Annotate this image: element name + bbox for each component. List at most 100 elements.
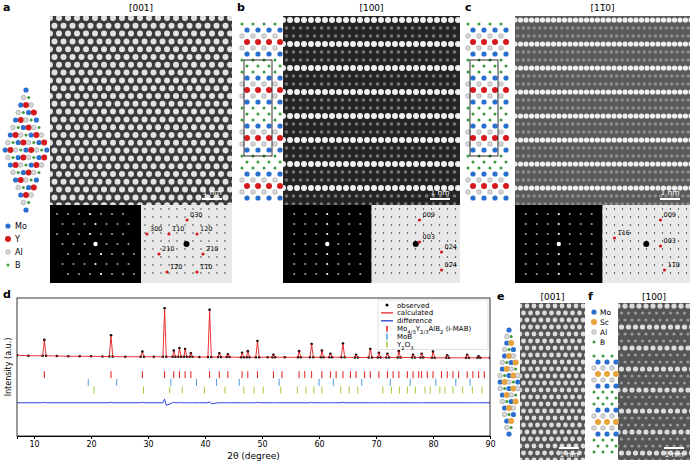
atom-column — [56, 140, 62, 146]
atom-column — [106, 132, 112, 138]
atom-column — [83, 171, 89, 177]
atom-column — [397, 58, 401, 62]
atom-column — [392, 137, 398, 143]
atom-column — [453, 26, 457, 30]
atom-column — [306, 154, 310, 158]
atom-column — [301, 161, 307, 167]
simulated-spot — [383, 240, 384, 241]
atom-column — [169, 23, 175, 29]
atom-column — [299, 130, 303, 134]
atom-column — [404, 130, 408, 134]
atom-column — [460, 194, 461, 198]
atom-column — [218, 62, 224, 68]
simulated-spot — [383, 248, 384, 249]
atom-column — [532, 26, 536, 30]
atom-column — [56, 171, 62, 177]
simulated-spot — [200, 240, 201, 241]
atom-column — [432, 82, 436, 86]
atom-column — [133, 148, 139, 154]
atom-column — [411, 106, 415, 110]
atom-column — [142, 163, 148, 169]
simulated-spot — [439, 272, 440, 273]
atom-column — [334, 170, 338, 174]
indexed-spot — [440, 268, 443, 271]
atom-column — [327, 74, 331, 78]
zone-axis: [100] — [359, 3, 383, 13]
atom-column — [425, 178, 429, 182]
atom-column — [390, 194, 394, 198]
diffraction-spot — [348, 263, 350, 265]
simulated-spot — [431, 256, 432, 257]
atom-column — [205, 23, 211, 29]
atom-column — [209, 31, 215, 37]
atom-column — [390, 50, 394, 54]
atom-column — [292, 194, 296, 198]
atom-column — [390, 106, 394, 110]
diffraction-spot — [326, 233, 328, 235]
atom-column — [453, 178, 457, 182]
atom-column — [355, 98, 359, 102]
atom-column — [540, 17, 545, 22]
atom-column — [200, 124, 206, 130]
atom-column — [287, 161, 293, 167]
atom-column — [119, 171, 125, 177]
atom-column — [434, 161, 440, 167]
atom-column — [115, 163, 121, 169]
simulated-pattern: 0303001̅101202102̅101̅2̅01̅1̅0 — [141, 205, 232, 283]
atom-column — [178, 70, 184, 76]
atom-column — [369, 34, 373, 38]
atom-column — [214, 179, 220, 185]
atom-column — [182, 93, 188, 99]
atom-column — [425, 58, 429, 62]
diffraction-spot — [89, 273, 91, 275]
atom-column — [460, 154, 461, 158]
atom-column — [362, 82, 366, 86]
atom-column — [285, 58, 289, 62]
atom-column — [178, 85, 184, 91]
atom-column — [115, 101, 121, 107]
simulated-spot — [176, 256, 177, 257]
atom-column — [155, 62, 161, 68]
diffraction-spot — [326, 273, 328, 275]
atom-column — [369, 170, 373, 174]
atom-column — [460, 122, 461, 126]
atom-column — [283, 89, 286, 95]
atom-column — [411, 74, 415, 78]
atom-column — [146, 46, 152, 52]
atom-column — [79, 23, 85, 29]
atom-column — [155, 77, 161, 83]
atom-column — [460, 130, 461, 134]
simulated-spot — [375, 272, 376, 273]
atom-column — [453, 106, 457, 110]
atom-column — [420, 161, 426, 167]
atom-column — [406, 65, 412, 71]
simulated-spot — [216, 232, 217, 233]
atom-column — [334, 146, 338, 150]
atom-column — [554, 26, 558, 30]
simulated-spot — [375, 248, 376, 249]
atom-column — [56, 187, 62, 193]
atom-column — [427, 113, 433, 119]
atom-column — [101, 187, 107, 193]
diffraction-spot — [304, 253, 306, 255]
atom-column — [65, 109, 71, 115]
atom-column — [101, 124, 107, 130]
atom-column — [294, 89, 300, 95]
atom-column — [562, 17, 567, 22]
atom-column — [418, 34, 422, 38]
atom-column — [418, 50, 422, 54]
atom-column — [390, 122, 394, 126]
diffraction-spot — [315, 223, 317, 225]
atom-column — [119, 93, 125, 99]
atom-column — [327, 122, 331, 126]
atom-column — [299, 50, 303, 54]
atom-column — [576, 34, 580, 38]
atom-column — [205, 163, 211, 169]
diffraction-spot — [348, 253, 350, 255]
atom-column — [128, 62, 134, 68]
micrograph — [283, 16, 460, 283]
atom-column — [209, 124, 215, 130]
atom-column — [110, 171, 116, 177]
atom-column — [383, 178, 387, 182]
atom-column — [74, 187, 80, 193]
